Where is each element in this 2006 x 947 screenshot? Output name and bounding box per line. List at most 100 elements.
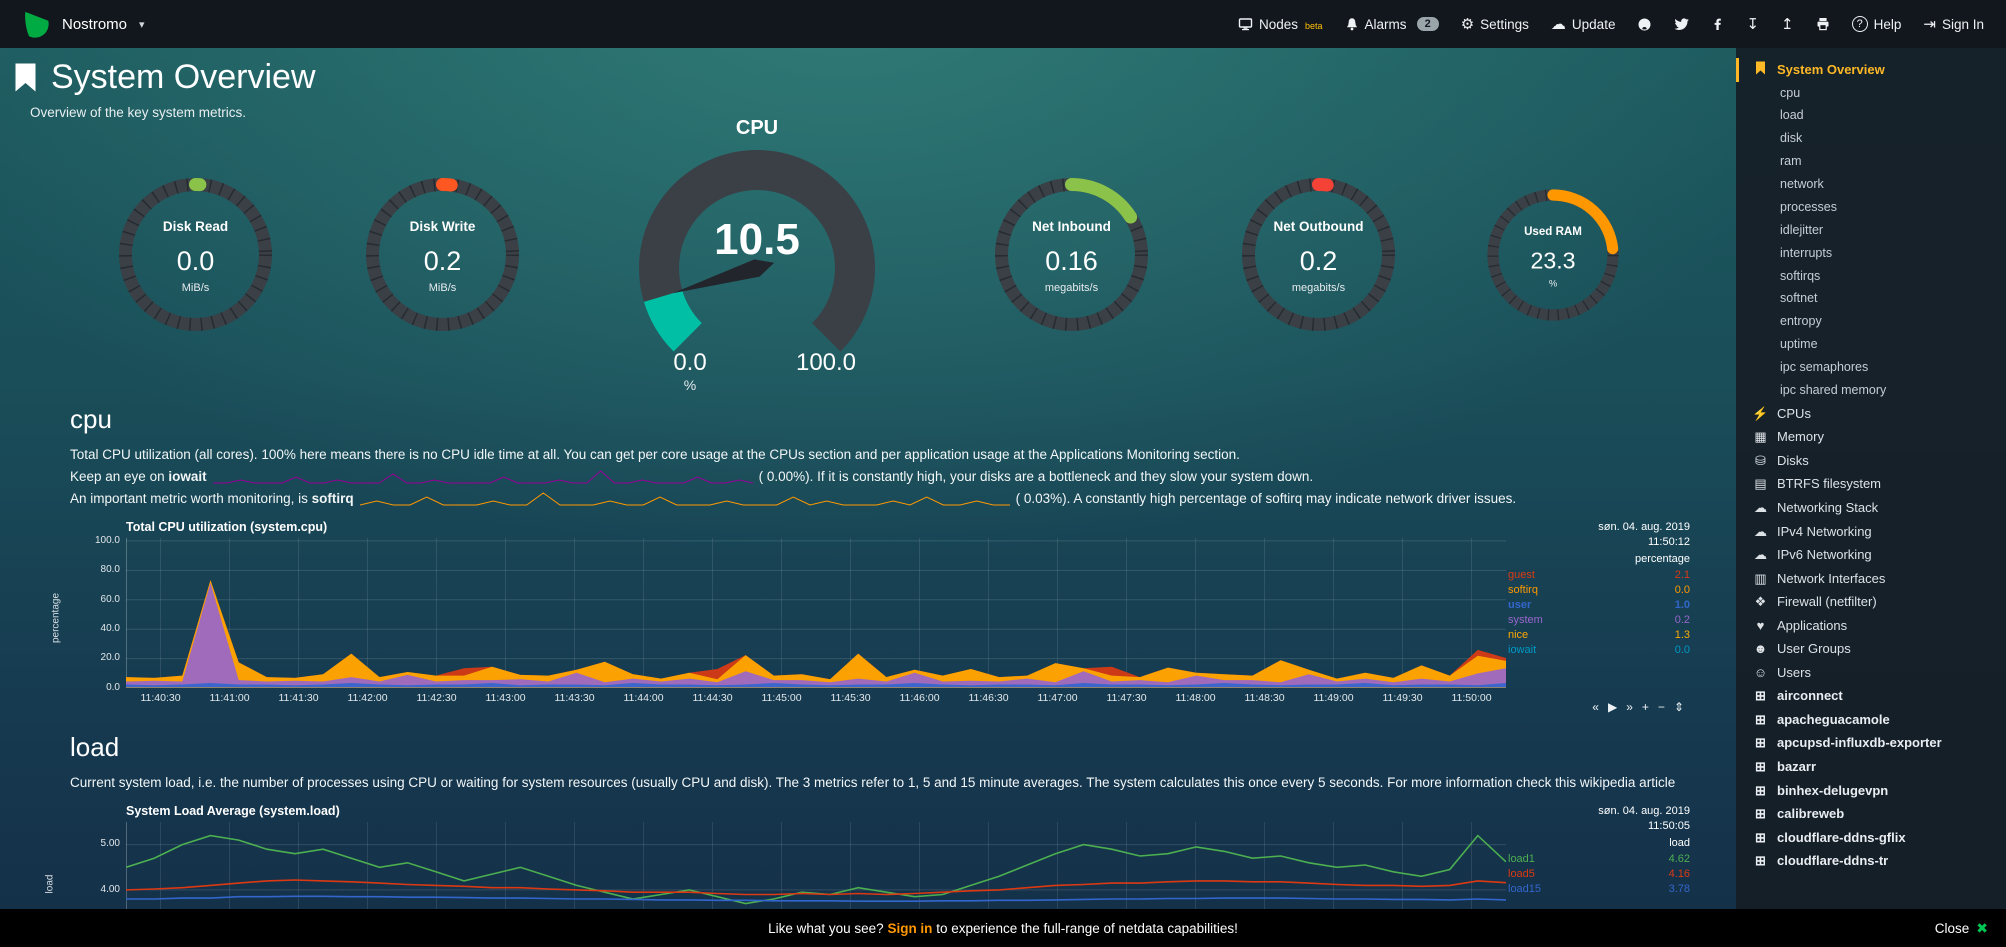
legend-row-guest[interactable]: guest 2.1: [1508, 568, 1690, 583]
sidebar-item-apacheguacamole[interactable]: ⊞ apacheguacamole: [1736, 708, 2002, 732]
legend-row-user[interactable]: user 1.0: [1508, 598, 1690, 613]
sidebar-item-idlejitter[interactable]: idlejitter: [1736, 219, 2002, 242]
sidebar-item-label: Disks: [1777, 452, 1809, 468]
sidebar-item-processes[interactable]: processes: [1736, 196, 2002, 219]
wikipedia-link[interactable]: wikipedia article: [1579, 774, 1676, 790]
nav-github[interactable]: [1637, 17, 1652, 32]
nav-nodes[interactable]: Nodes beta: [1238, 17, 1323, 32]
sidebar-item-cloudflare-ddns-gflix[interactable]: ⊞ cloudflare-ddns-gflix: [1736, 826, 2002, 850]
legend-row-load15[interactable]: load15 3.78: [1508, 882, 1690, 897]
sidebar-item-label: ipc shared memory: [1780, 382, 1887, 397]
nav-signin[interactable]: ⇥ Sign In: [1923, 17, 1984, 32]
sidebar-item-load[interactable]: load: [1736, 104, 2002, 127]
softirq-sparkline[interactable]: [359, 491, 1010, 507]
iowait-sparkline[interactable]: [212, 469, 753, 485]
nav-print[interactable]: [1816, 17, 1830, 31]
gauge-disk-write[interactable]: Disk Write 0.2 MiB/s: [355, 167, 530, 347]
sidebar-item-uptime[interactable]: uptime: [1736, 333, 2002, 356]
resize-handle-icon[interactable]: ⇕: [1673, 699, 1684, 714]
sidebar-item-ram[interactable]: ram: [1736, 150, 2002, 173]
nav-twitter[interactable]: [1674, 17, 1690, 31]
sidebar-item-ipc-shared-memory[interactable]: ipc shared memory: [1736, 379, 2002, 402]
sidebar-item-users[interactable]: ☺ Users: [1736, 661, 2002, 685]
sidebar-item-calibreweb[interactable]: ⊞ calibreweb: [1736, 802, 2002, 826]
gauge-title: Used RAM: [1524, 225, 1582, 237]
zoom-in-icon[interactable]: +: [1641, 699, 1649, 714]
nav-help[interactable]: ? Help: [1851, 16, 1901, 32]
sidebar-item-disk[interactable]: disk: [1736, 127, 2002, 150]
legend-row-nice[interactable]: nice 1.3: [1508, 628, 1690, 643]
nav-settings[interactable]: ⚙ Settings: [1461, 17, 1529, 32]
sidebar-item-airconnect[interactable]: ⊞ airconnect: [1736, 684, 2002, 708]
play-icon[interactable]: ▶: [1607, 699, 1618, 714]
sidebar-item-cpus[interactable]: ⚡ CPUs: [1736, 402, 2002, 426]
cpu-gauge-chart[interactable]: 10.5 0.0 100.0 %: [602, 140, 912, 393]
sidebar-item-ipv4-networking[interactable]: ☁ IPv4 Networking: [1736, 520, 2002, 544]
legend-row-load1[interactable]: load1 4.62: [1508, 852, 1690, 867]
sidebar-item-cloudflare-ddns-tr[interactable]: ⊞ cloudflare-ddns-tr: [1736, 849, 2002, 873]
section-heading-cpu[interactable]: cpu: [70, 404, 112, 434]
sidebar-item-disks[interactable]: ⛁ Disks: [1736, 449, 2002, 473]
gauge-disk-read[interactable]: Disk Read 0.0 MiB/s: [108, 167, 283, 347]
sidebar-item-applications[interactable]: ♥ Applications: [1736, 614, 2002, 638]
nav-update[interactable]: ☁ Update: [1551, 17, 1616, 32]
footer-close-button[interactable]: Close ✖: [1934, 919, 1988, 936]
footer-signin-link[interactable]: Sign in: [887, 920, 933, 936]
gauge-net-inbound[interactable]: Net Inbound 0.16 megabits/s: [984, 167, 1159, 347]
cpu-chart: Total CPU utilization (system.cpu) perce…: [51, 520, 1690, 716]
sidebar-item-firewall-netfilter[interactable]: ❖ Firewall (netfilter): [1736, 590, 2002, 614]
sidebar-item-network[interactable]: network: [1736, 173, 2002, 196]
sidebar-item-softirqs[interactable]: softirqs: [1736, 265, 2002, 288]
nav-facebook[interactable]: [1711, 17, 1724, 31]
gauge-title: Disk Read: [163, 219, 228, 234]
nav-alarms[interactable]: Alarms 2: [1345, 17, 1439, 32]
y-axis-tick: 0.0: [106, 681, 120, 693]
sidebar-item-system-overview[interactable]: System Overview: [1736, 58, 2002, 82]
gauge-ticks: [995, 178, 1148, 331]
nav-import-snapshot[interactable]: ↥: [1781, 17, 1794, 32]
legend-row-system[interactable]: system 0.2: [1508, 613, 1690, 628]
sidebar-item-binhex-delugevpn[interactable]: ⊞ binhex-delugevpn: [1736, 779, 2002, 803]
gauge-net-outbound[interactable]: Net Outbound 0.2 megabits/s: [1231, 167, 1406, 347]
x-axis-tick: 11:42:30: [416, 691, 457, 704]
sidebar-item-ipc-semaphores[interactable]: ipc semaphores: [1736, 356, 2002, 379]
nav-export-snapshot[interactable]: ↧: [1746, 17, 1759, 32]
grid-icon: ⊞: [1755, 735, 1766, 751]
legend-row-iowait[interactable]: iowait 0.0: [1508, 643, 1690, 658]
plot-area[interactable]: [126, 537, 1506, 689]
sidebar-item-memory[interactable]: ▦ Memory: [1736, 425, 2002, 449]
sidebar-item-interrupts[interactable]: interrupts: [1736, 242, 2002, 265]
sidebar-item-label: IPv4 Networking: [1777, 523, 1872, 539]
pan-forward-icon[interactable]: »: [1626, 699, 1633, 714]
heart-icon: ♥: [1756, 617, 1765, 633]
y-axis-tick: 40.0: [100, 622, 120, 634]
sidebar-item-apcupsd-influxdb-exporter[interactable]: ⊞ apcupsd-influxdb-exporter: [1736, 731, 2002, 755]
sidebar-item-btrfs-filesystem[interactable]: ▤ BTRFS filesystem: [1736, 472, 2002, 496]
gauge-unit: %: [684, 377, 696, 392]
legend-series-name: system: [1508, 614, 1543, 627]
footer-message: Like what you see? Sign in to experience…: [768, 920, 1238, 936]
sidebar-item-ipv6-networking[interactable]: ☁ IPv6 Networking: [1736, 543, 2002, 567]
x-axis-tick: 11:49:00: [1313, 691, 1354, 704]
legend-row-load5[interactable]: load5 4.16: [1508, 867, 1690, 882]
gauge-cpu[interactable]: CPU 10.5 0.0 100.0 %: [602, 117, 912, 397]
gauge-title: CPU: [735, 117, 779, 139]
sidebar-item-label: cloudflare-ddns-gflix: [1777, 829, 1906, 845]
pan-backward-icon[interactable]: «: [1592, 699, 1599, 714]
sidebar-item-networking-stack[interactable]: ☁ Networking Stack: [1736, 496, 2002, 520]
section-heading-load[interactable]: load: [70, 731, 120, 762]
legend-row-softirq[interactable]: softirq 0.0: [1508, 583, 1690, 598]
sidebar-item-softnet[interactable]: softnet: [1736, 287, 2002, 310]
zoom-out-icon[interactable]: −: [1657, 699, 1665, 714]
x-axis-tick: 11:44:00: [623, 691, 664, 704]
sidebar-item-cpu[interactable]: cpu: [1736, 82, 2002, 105]
sidebar-item-entropy[interactable]: entropy: [1736, 310, 2002, 333]
sidebar-item-bazarr[interactable]: ⊞ bazarr: [1736, 755, 2002, 779]
sidebar-item-network-interfaces[interactable]: ▥ Network Interfaces: [1736, 567, 2002, 591]
sidebar-list: System Overview cpu load disk ram network proc…: [1736, 58, 2002, 873]
gauge-ticks: [1487, 188, 1619, 321]
gauge-used-ram[interactable]: Used RAM 23.3%: [1478, 180, 1628, 335]
sidebar-item-user-groups[interactable]: ☻ User Groups: [1736, 637, 2002, 661]
legend-series-name: iowait: [1508, 644, 1537, 657]
brand[interactable]: Nostromo ▾: [22, 9, 145, 39]
